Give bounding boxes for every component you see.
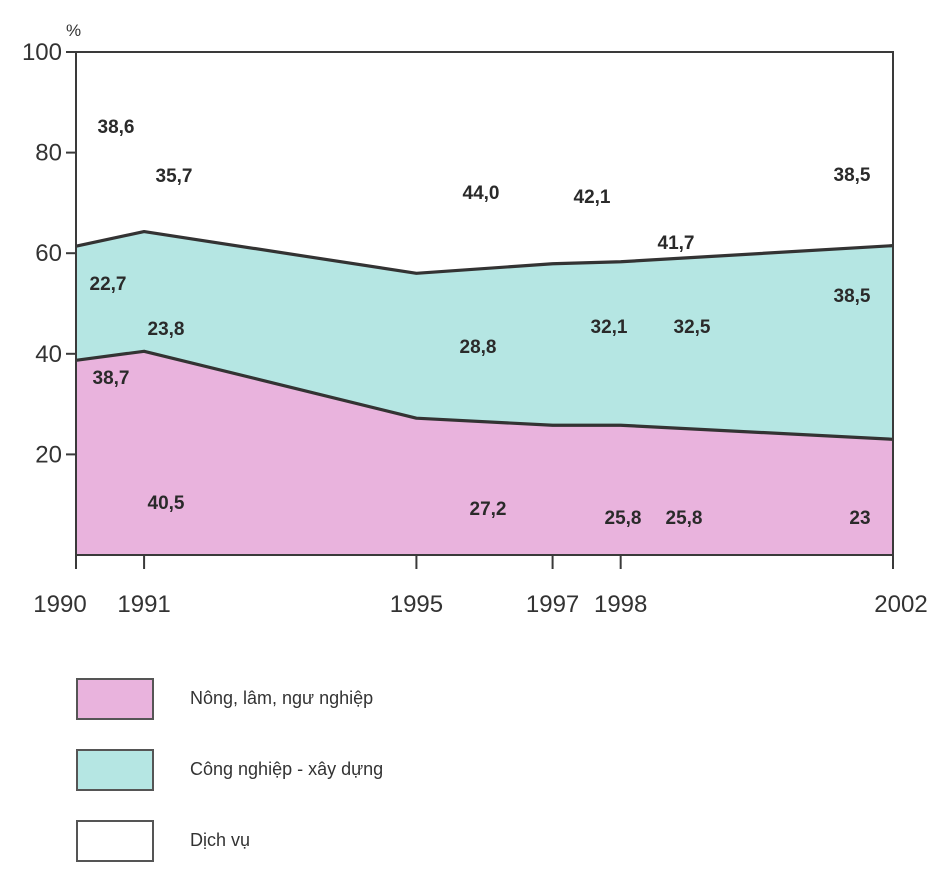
area-industry <box>76 231 893 440</box>
stacked-area-chart: 20 40 60 80 100 1990 1991 1995 1997 1998 2002 % 3… <box>22 21 928 618</box>
x-tick-label: 1998 <box>594 591 647 618</box>
y-tick-label: 60 <box>35 240 62 267</box>
boundary-line-industry <box>75 229 894 275</box>
legend-label-services: Dịch vụ <box>190 830 251 850</box>
area-services <box>76 52 893 274</box>
series-boundary-lines <box>75 229 894 441</box>
x-tick-label: 1990 <box>33 591 86 618</box>
legend-label-agriculture: Nông, lâm, ngư nghiệp <box>190 688 374 708</box>
x-tick-label: 1995 <box>390 591 443 618</box>
plot-frame <box>75 51 894 556</box>
legend-swatch-industry <box>76 748 154 791</box>
data-label-industry: 28,8 <box>460 337 497 358</box>
data-label-industry: 38,5 <box>834 286 871 307</box>
y-tick-label: 40 <box>35 341 62 368</box>
y-tick-label: 80 <box>35 140 62 167</box>
legend-item-services: Dịch vụ <box>76 818 383 863</box>
data-label-services: 42,1 <box>574 187 611 208</box>
x-tick-label: 2002 <box>874 591 927 618</box>
legend: Nông, lâm, ngư nghiệp Công nghiệp - xây … <box>76 676 383 889</box>
data-label-services: 35,7 <box>156 166 193 187</box>
data-label-services: 38,6 <box>98 117 135 138</box>
data-label-industry: 32,5 <box>674 317 711 338</box>
data-label-agriculture: 23 <box>849 508 870 529</box>
legend-item-industry: Công nghiệp - xây dựng <box>76 747 383 792</box>
y-axis: 20 40 60 80 100 <box>22 39 76 468</box>
data-label-agriculture: 25,8 <box>666 508 703 529</box>
data-label-services: 38,5 <box>834 165 871 186</box>
data-label-services: 41,7 <box>658 233 695 254</box>
data-label-industry: 22,7 <box>90 274 127 295</box>
x-tick-label: 1997 <box>526 591 579 618</box>
y-tick-label: 100 <box>22 39 62 66</box>
area-agriculture <box>76 351 893 555</box>
data-label-agriculture: 40,5 <box>148 493 185 514</box>
data-label-industry: 23,8 <box>148 319 185 340</box>
legend-item-agriculture: Nông, lâm, ngư nghiệp <box>76 676 383 721</box>
data-label-agriculture: 25,8 <box>605 508 642 529</box>
legend-swatch-services <box>76 819 154 862</box>
data-label-services: 44,0 <box>463 183 500 204</box>
y-unit-label: % <box>66 21 81 40</box>
y-tick-label: 20 <box>35 441 62 468</box>
chart-areas <box>76 52 893 555</box>
legend-swatch-agriculture <box>76 677 154 720</box>
data-label-agriculture: 38,7 <box>93 368 130 389</box>
data-labels: 38,7 40,5 27,2 25,8 25,8 23 22,7 23,8 28,8 32,1 32… <box>90 117 871 529</box>
x-tick-label: 1991 <box>117 591 170 618</box>
data-label-industry: 32,1 <box>591 317 628 338</box>
boundary-line-agriculture <box>75 349 894 441</box>
x-axis: 1990 1991 1995 1997 1998 2002 <box>33 555 928 618</box>
legend-label-industry: Công nghiệp - xây dựng <box>190 759 384 779</box>
data-label-agriculture: 27,2 <box>470 499 507 520</box>
